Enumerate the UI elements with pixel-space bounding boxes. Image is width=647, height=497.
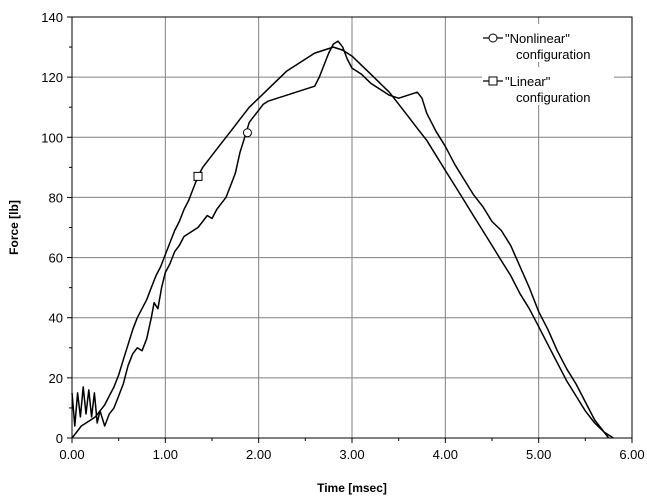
axis-ticks [67, 16, 633, 443]
x-tick-label: 1.00 [153, 447, 178, 462]
legend-marker-circle [488, 33, 498, 43]
series-marker-circle [242, 128, 252, 138]
y-tick-label: 120 [41, 70, 63, 85]
x-axis-title: Time [msec] [317, 481, 387, 495]
grid-lines [72, 17, 632, 438]
series-layer [71, 40, 614, 439]
y-tick-label: 80 [49, 190, 63, 205]
y-tick-label: 60 [49, 251, 63, 266]
x-tick-label: 4.00 [433, 447, 458, 462]
x-tick-label: 0.00 [59, 447, 84, 462]
series-marker-square [193, 171, 203, 181]
x-axis-tick-labels: 0.00 1.00 2.00 3.00 4.00 5.00 6.00 [59, 447, 644, 462]
y-tick-label: 20 [49, 371, 63, 386]
series-line-1 [71, 46, 614, 439]
legend-label: "Nonlinear" configuration [505, 31, 590, 62]
x-tick-label: 5.00 [526, 447, 551, 462]
series-line-0 [71, 40, 610, 439]
y-tick-label: 100 [41, 130, 63, 145]
y-axis-tick-labels: 0 20 40 60 80 100 120 140 [41, 10, 63, 446]
legend-entry-bg [482, 67, 614, 105]
y-tick-label: 0 [56, 431, 63, 446]
y-tick-label: 40 [49, 311, 63, 326]
legend-label: "Linear" configuration [505, 74, 590, 105]
y-axis-title: Force [lb] [7, 200, 21, 255]
y-tick-label: 140 [41, 10, 63, 25]
x-tick-label: 3.00 [339, 447, 364, 462]
x-tick-label: 2.00 [246, 447, 271, 462]
legend: "Nonlinear" configuration "Linear" configur… [482, 24, 614, 105]
legend-entry-bg [482, 24, 614, 62]
x-tick-label: 6.00 [619, 447, 644, 462]
legend-marker-square [488, 76, 498, 86]
